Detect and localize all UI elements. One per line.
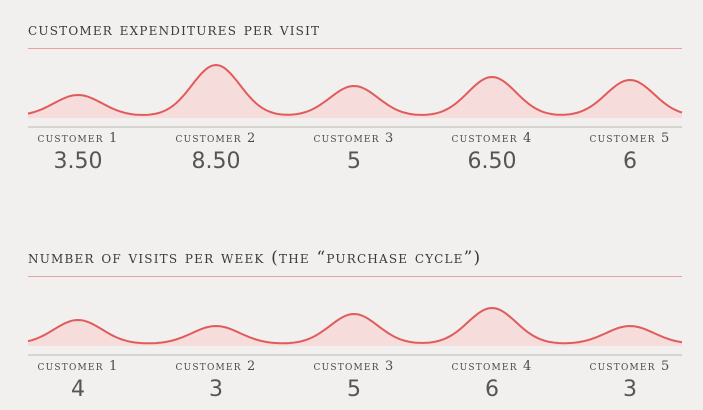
data-value-label: 3	[623, 377, 637, 402]
baseline	[28, 126, 682, 128]
category-label: customer 4	[451, 359, 533, 374]
data-value-label: 3	[209, 377, 223, 402]
visits-series-line	[27, 307, 683, 345]
category-label: customer 1	[37, 359, 119, 374]
title-divider	[28, 276, 682, 277]
category-label: customer 5	[589, 131, 671, 146]
category-label: customer 2	[175, 359, 257, 374]
data-value-label: 5	[347, 149, 361, 174]
category-label: customer 1	[37, 131, 119, 146]
baseline	[28, 354, 682, 356]
data-value-label: 8.50	[191, 149, 241, 174]
expenditures-wave-plot	[27, 64, 683, 118]
expenditures-area-fill	[28, 65, 682, 118]
category-label: customer 2	[175, 131, 257, 146]
visits-wave-plot	[27, 307, 683, 346]
category-label: customer 3	[313, 359, 395, 374]
data-value-label: 5	[347, 377, 361, 402]
visits-area-fill	[28, 308, 682, 346]
data-value-label: 6	[623, 149, 637, 174]
expenditures-series-line	[27, 64, 683, 116]
category-label: customer 3	[313, 131, 395, 146]
data-value-label: 6	[485, 377, 499, 402]
category-label: customer 5	[589, 359, 671, 374]
chart-title: number of visits per week (the “purchase…	[28, 248, 482, 268]
title-divider	[28, 48, 682, 49]
data-value-label: 3.50	[53, 149, 103, 174]
category-label: customer 4	[451, 131, 533, 146]
chart-title: customer expenditures per visit	[28, 20, 321, 40]
data-value-label: 6.50	[467, 149, 517, 174]
data-value-label: 4	[71, 377, 85, 402]
